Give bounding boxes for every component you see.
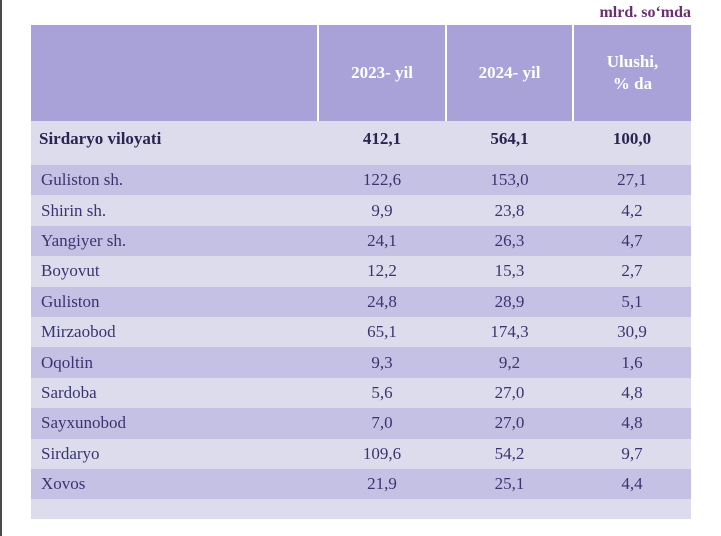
row-2023: 9,9: [318, 195, 446, 226]
row-share: 4,8: [573, 408, 691, 439]
row-2023: 9,3: [318, 347, 446, 378]
table-row: Sardoba 5,6 27,0 4,8: [31, 377, 691, 409]
row-2024: 26,3: [446, 225, 573, 257]
row-share: 5,1: [573, 286, 691, 317]
table-row: Guliston sh. 122,6 153,0 27,1: [31, 165, 691, 196]
header-region: [31, 25, 318, 121]
row-name: Xovos: [31, 468, 318, 500]
row-name: Guliston sh.: [31, 165, 318, 196]
total-name: Sirdaryo viloyati: [31, 121, 318, 157]
table-row: Yangiyer sh. 24,1 26,3 4,7: [31, 225, 691, 257]
row-share: 2,7: [573, 256, 691, 287]
table-row: Shirin sh. 9,9 23,8 4,2: [31, 195, 691, 226]
row-2023: 21,9: [318, 468, 446, 500]
header-2024: 2024- yil: [445, 25, 573, 121]
table-footer-spacer: [31, 499, 691, 520]
table-row: Sayxunobod 7,0 27,0 4,8: [31, 408, 691, 439]
row-2024: 54,2: [446, 438, 573, 469]
header-2023: 2023- yil: [317, 25, 446, 121]
total-2023: 412,1: [318, 121, 446, 157]
row-2023: 7,0: [318, 408, 446, 439]
row-2024: 23,8: [446, 195, 573, 226]
row-share: 4,8: [573, 377, 691, 409]
row-2023: 5,6: [318, 377, 446, 409]
row-name: Sirdaryo: [31, 438, 318, 469]
table-row: Mirzaobod 65,1 174,3 30,9: [31, 316, 691, 348]
row-name: Mirzaobod: [31, 316, 318, 348]
row-2024: 153,0: [446, 165, 573, 196]
row-2024: 25,1: [446, 468, 573, 500]
header-share-line2: % da: [612, 74, 653, 93]
total-row: Sirdaryo viloyati 412,1 564,1 100,0: [31, 121, 691, 157]
row-share: 4,7: [573, 225, 691, 257]
row-2024: 174,3: [446, 316, 573, 348]
row-2023: 122,6: [318, 165, 446, 196]
row-2024: 15,3: [446, 256, 573, 287]
row-name: Shirin sh.: [31, 195, 318, 226]
header-share: Ulushi, % da: [572, 25, 691, 121]
row-2023: 12,2: [318, 256, 446, 287]
row-2023: 109,6: [318, 438, 446, 469]
row-2023: 65,1: [318, 316, 446, 348]
row-share: 30,9: [573, 316, 691, 348]
row-name: Sayxunobod: [31, 408, 318, 439]
table-row: Oqoltin 9,3 9,2 1,6: [31, 347, 691, 378]
table-row: Guliston 24,8 28,9 5,1: [31, 286, 691, 317]
row-name: Sardoba: [31, 377, 318, 409]
table-header-row: 2023- yil 2024- yil Ulushi, % da: [31, 25, 691, 121]
row-2024: 9,2: [446, 347, 573, 378]
spacer-row: [31, 157, 691, 165]
row-share: 9,7: [573, 438, 691, 469]
row-share: 4,4: [573, 468, 691, 500]
header-share-line1: Ulushi,: [606, 52, 659, 71]
table-row: Boyovut 12,2 15,3 2,7: [31, 256, 691, 287]
statistics-table-container: 2023- yil 2024- yil Ulushi, % da Sirdary…: [31, 25, 691, 520]
table-row: Xovos 21,9 25,1 4,4: [31, 468, 691, 500]
row-name: Guliston: [31, 286, 318, 317]
row-2024: 27,0: [446, 377, 573, 409]
page-edge: [0, 0, 2, 536]
row-share: 1,6: [573, 347, 691, 378]
row-name: Oqoltin: [31, 347, 318, 378]
unit-note: mlrd. so‘mda: [599, 4, 691, 21]
row-2023: 24,8: [318, 286, 446, 317]
row-share: 4,2: [573, 195, 691, 226]
row-share: 27,1: [573, 165, 691, 196]
row-2024: 28,9: [446, 286, 573, 317]
total-share: 100,0: [573, 121, 691, 157]
row-name: Boyovut: [31, 256, 318, 287]
table-row: Sirdaryo 109,6 54,2 9,7: [31, 438, 691, 469]
row-name: Yangiyer sh.: [31, 225, 318, 257]
total-2024: 564,1: [446, 121, 573, 157]
row-2023: 24,1: [318, 225, 446, 257]
row-2024: 27,0: [446, 408, 573, 439]
statistics-table: 2023- yil 2024- yil Ulushi, % da Sirdary…: [31, 25, 691, 520]
